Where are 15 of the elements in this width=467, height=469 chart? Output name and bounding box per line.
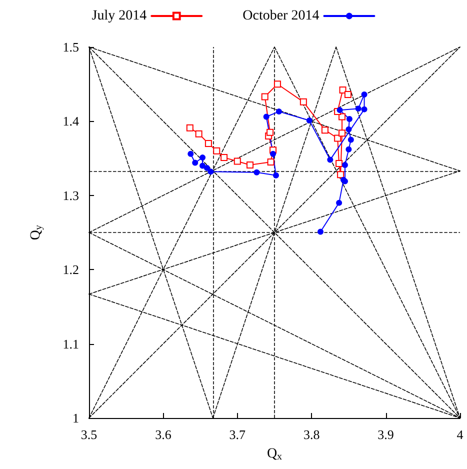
- y-tick-label: 1.4: [62, 114, 80, 129]
- x-tick-label: 3.9: [378, 427, 394, 442]
- x-tick-label: 3.6: [155, 427, 172, 442]
- y-tick-label: 1.5: [62, 40, 79, 54]
- y-tick-label: 1.3: [62, 188, 79, 203]
- y-axis-title: Qy: [28, 224, 44, 240]
- y-tick-label: 1.2: [62, 262, 79, 278]
- legend-label: July 2014: [92, 8, 147, 24]
- legend-label: October 2014: [242, 8, 320, 24]
- y-tick-label: 1.1: [62, 336, 79, 352]
- x-tick-label: 3.8: [303, 427, 320, 442]
- x-tick-label: 4: [456, 427, 464, 442]
- x-tick-label: 3.5: [80, 427, 98, 442]
- y-tick-label: 1: [72, 410, 79, 426]
- x-tick-label: 3.7: [229, 427, 246, 442]
